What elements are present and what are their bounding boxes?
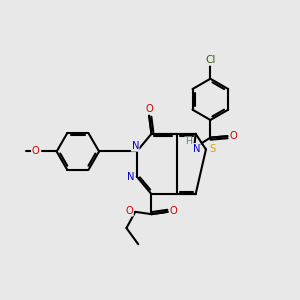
Text: O: O xyxy=(32,146,39,157)
Text: O: O xyxy=(170,206,177,216)
Text: O: O xyxy=(145,104,153,114)
Text: O: O xyxy=(125,206,133,216)
Text: N: N xyxy=(193,143,200,154)
Text: O: O xyxy=(230,130,237,141)
Text: N: N xyxy=(127,172,134,182)
Text: S: S xyxy=(209,144,215,154)
Text: Cl: Cl xyxy=(206,55,216,65)
Text: H: H xyxy=(185,137,192,146)
Text: N: N xyxy=(131,141,139,151)
